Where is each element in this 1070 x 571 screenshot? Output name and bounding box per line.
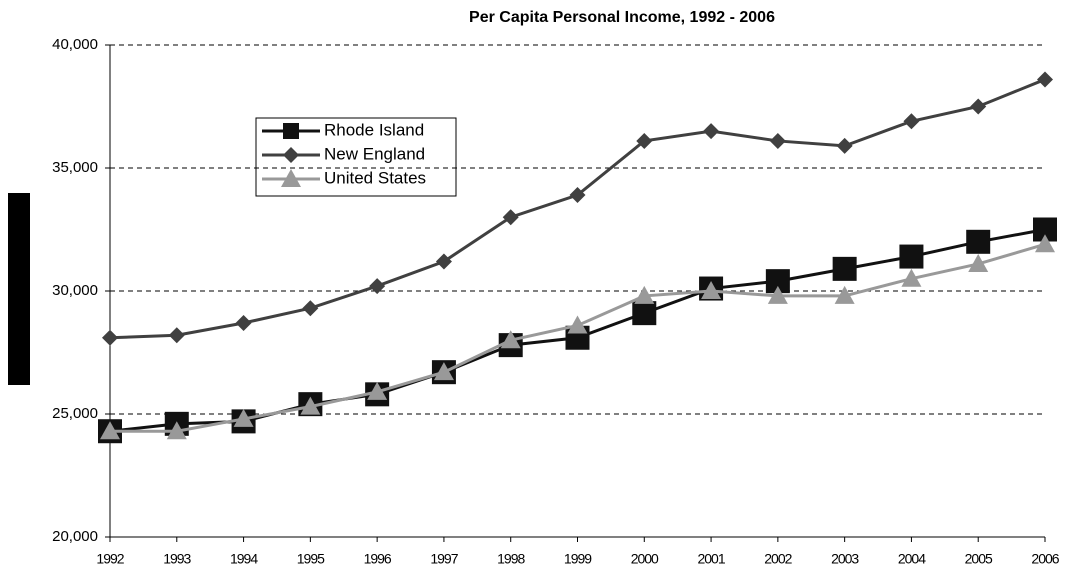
marker xyxy=(769,132,786,149)
x-tick-label: 2006 xyxy=(1031,551,1059,567)
marker xyxy=(834,285,855,304)
legend-label: Rhode Island xyxy=(324,120,424,139)
x-tick-label: 1995 xyxy=(297,551,325,567)
marker xyxy=(703,123,720,140)
legend-label: United States xyxy=(324,168,426,187)
x-tick-label: 1993 xyxy=(163,551,191,567)
marker xyxy=(701,281,722,299)
marker xyxy=(300,396,321,415)
marker xyxy=(367,381,388,400)
marker xyxy=(634,285,655,304)
marker xyxy=(966,229,991,254)
marker xyxy=(235,314,252,331)
marker xyxy=(233,408,254,427)
marker xyxy=(433,362,454,381)
x-tick-label: 2003 xyxy=(831,551,859,567)
marker xyxy=(302,300,319,317)
marker xyxy=(435,253,452,270)
marker xyxy=(968,253,989,272)
legend-label: New England xyxy=(324,144,425,163)
y-tick-label: 30,000 xyxy=(52,282,98,299)
legend-marker xyxy=(283,147,299,163)
marker xyxy=(1035,234,1055,253)
marker xyxy=(502,209,519,226)
x-tick-label: 1999 xyxy=(564,551,592,567)
marker xyxy=(970,98,987,115)
marker xyxy=(102,329,118,346)
marker xyxy=(632,301,657,326)
marker xyxy=(500,330,521,349)
y-tick-label: 35,000 xyxy=(52,159,98,176)
chart-title: Per Capita Personal Income, 1992 - 2006 xyxy=(469,9,775,26)
x-tick-label: 1998 xyxy=(497,551,525,567)
marker xyxy=(166,421,187,440)
x-tick-label: 1994 xyxy=(230,551,258,567)
x-tick-label: 2001 xyxy=(697,551,725,567)
x-tick-label: 2004 xyxy=(898,551,926,567)
x-tick-label: 1997 xyxy=(430,551,458,567)
marker xyxy=(767,285,788,304)
marker xyxy=(899,244,924,269)
y-tick-label: 25,000 xyxy=(52,405,98,422)
marker xyxy=(100,421,120,440)
marker xyxy=(903,113,920,130)
x-tick-label: 2002 xyxy=(764,551,792,567)
redaction-bar xyxy=(8,193,30,385)
series-line xyxy=(109,78,1046,340)
marker xyxy=(832,256,857,281)
marker xyxy=(836,137,853,154)
marker xyxy=(567,315,588,334)
marker xyxy=(636,132,653,149)
x-tick-label: 2000 xyxy=(631,551,659,567)
legend-marker xyxy=(283,123,299,139)
marker xyxy=(901,268,922,287)
x-tick-label: 1992 xyxy=(96,551,124,567)
y-tick-label: 40,000 xyxy=(52,36,98,53)
x-tick-label: 2005 xyxy=(965,551,993,567)
marker xyxy=(168,327,185,344)
marker xyxy=(369,278,386,295)
legend-marker xyxy=(281,169,301,187)
marker xyxy=(569,187,586,204)
y-tick-label: 20,000 xyxy=(52,528,98,545)
x-tick-label: 1996 xyxy=(364,551,392,567)
marker xyxy=(1037,71,1053,88)
